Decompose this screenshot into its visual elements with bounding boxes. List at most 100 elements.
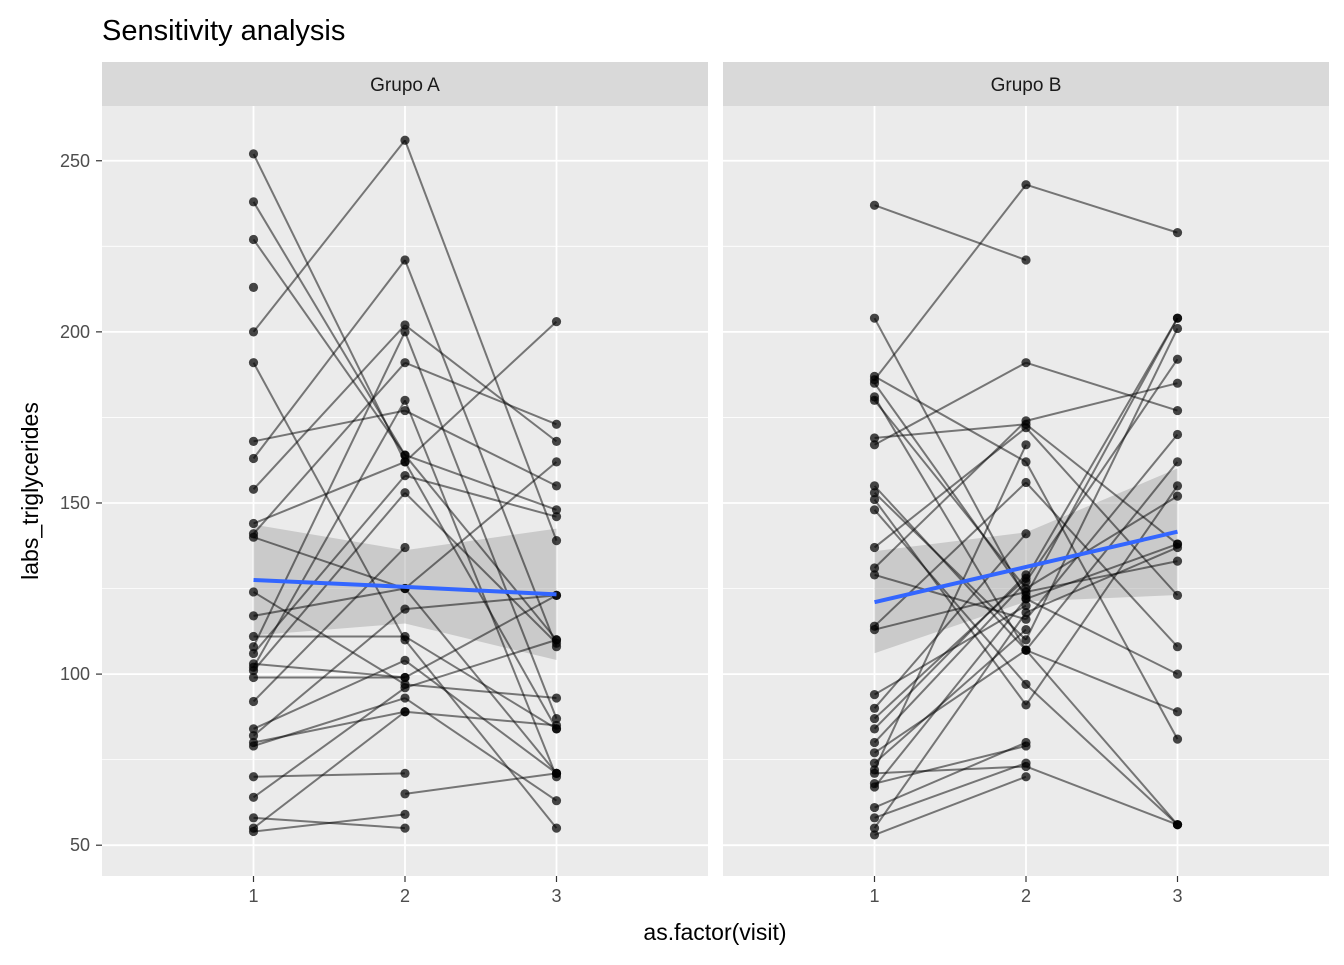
data-point	[869, 570, 880, 580]
data-point	[400, 358, 410, 368]
data-point	[1172, 354, 1183, 364]
chart-title: Sensitivity analysis	[102, 15, 345, 47]
subject-trajectory	[248, 282, 259, 292]
data-point	[1172, 556, 1183, 566]
data-point	[248, 484, 259, 494]
subject-line-segment	[1025, 649, 1178, 713]
data-point	[400, 327, 410, 337]
subject-line-segment	[404, 697, 558, 802]
subject-line-segment	[1025, 560, 1178, 593]
subject-line-segment	[404, 320, 558, 463]
subject-line-segment	[1025, 317, 1179, 579]
data-point	[1172, 820, 1183, 830]
subject-line-segment	[252, 139, 406, 333]
data-point	[248, 436, 259, 446]
subject-line-segment	[873, 184, 1027, 381]
subject-line-segment	[874, 765, 1027, 775]
data-point	[1172, 642, 1183, 652]
subject-line-segment	[873, 444, 1027, 771]
data-point	[551, 419, 562, 429]
data-point	[869, 200, 880, 210]
subject-line-segment	[252, 546, 406, 703]
subject-line-segment	[1025, 183, 1178, 234]
subject-line-segment	[404, 461, 558, 730]
data-point	[248, 731, 259, 741]
subject-line-segment	[253, 662, 406, 679]
data-point	[869, 724, 880, 734]
data-point	[400, 672, 410, 683]
data-point	[551, 505, 562, 515]
subject-line-segment	[874, 762, 1027, 819]
smooth-fit-line	[253, 577, 557, 597]
panel-1: Grupo A 1 2 3	[102, 62, 708, 906]
subject-trajectory	[248, 768, 410, 782]
subject-trajectory	[248, 809, 410, 837]
data-point	[400, 488, 410, 498]
subject-trajectory	[400, 768, 562, 799]
data-point	[551, 512, 562, 522]
subject-line-segment	[1025, 683, 1179, 826]
data-point	[248, 672, 259, 683]
subject-line-segment	[874, 590, 1027, 631]
subject-trajectory	[248, 635, 562, 802]
data-point	[1172, 491, 1183, 501]
data-point	[1021, 423, 1031, 433]
data-point	[551, 768, 562, 778]
subject-line-segment	[1025, 461, 1179, 740]
data-point	[869, 563, 880, 573]
subject-trajectory	[869, 737, 1031, 813]
subject-line-segment	[404, 399, 558, 778]
data-point	[248, 666, 259, 676]
subject-line-segment	[1025, 495, 1179, 590]
data-point	[869, 690, 880, 700]
subject-line-segment	[253, 659, 406, 730]
subject-line-segment	[404, 683, 557, 700]
data-point	[400, 471, 410, 481]
subject-trajectory	[869, 529, 1031, 713]
data-point	[1172, 378, 1183, 388]
data-point	[869, 378, 880, 388]
data-point	[400, 457, 410, 467]
data-point	[1021, 607, 1031, 618]
data-point	[248, 648, 259, 659]
y-tick-label: 250	[60, 151, 90, 171]
data-point	[400, 395, 410, 405]
subject-line-segment	[252, 399, 406, 668]
data-point	[1021, 737, 1031, 748]
data-point	[551, 720, 562, 731]
data-point	[551, 635, 562, 645]
data-point	[1021, 635, 1031, 645]
data-point	[400, 631, 410, 642]
subject-trajectory	[869, 457, 1183, 758]
facet-strip	[723, 62, 1329, 106]
panel-2: Grupo B 1 2 3	[723, 62, 1329, 906]
data-point	[869, 433, 880, 443]
data-point	[869, 802, 880, 813]
data-point	[869, 505, 880, 515]
x-axis-title: as.factor(visit)	[643, 919, 786, 945]
subject-line-segment	[404, 474, 557, 518]
subject-line-segment	[404, 639, 558, 829]
data-point	[551, 457, 562, 467]
smooth-fit-line	[874, 529, 1178, 605]
subject-line-segment	[873, 498, 1027, 706]
data-point	[248, 772, 259, 782]
subject-trajectory	[869, 625, 1031, 768]
subject-line-segment	[873, 491, 1027, 641]
x-tick-label: 2	[400, 886, 410, 906]
subject-line-segment	[253, 813, 406, 833]
data-point	[1172, 313, 1183, 323]
data-point	[869, 395, 880, 405]
data-point	[248, 234, 259, 245]
subject-trajectory	[869, 542, 1183, 833]
subject-trajectory	[248, 320, 562, 494]
data-point	[248, 197, 259, 207]
x-tick-label: 3	[1172, 886, 1182, 906]
data-point	[400, 655, 410, 666]
data-point	[1021, 700, 1031, 710]
subject-trajectory	[248, 358, 562, 539]
data-point	[1172, 669, 1183, 679]
data-point	[551, 693, 562, 703]
data-point	[400, 683, 410, 693]
subject-trajectory	[869, 772, 1031, 840]
